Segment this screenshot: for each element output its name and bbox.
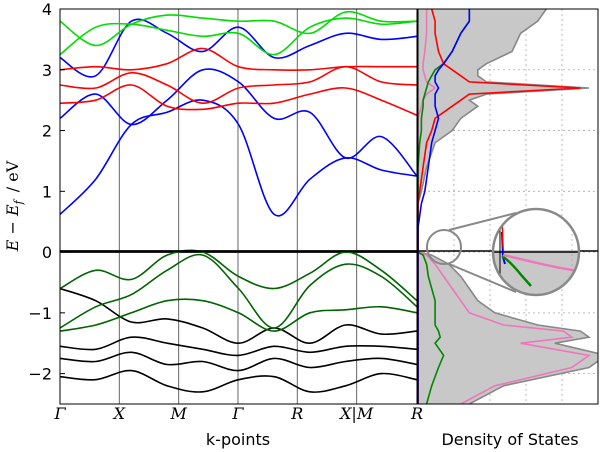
conduction-green-band-1: [60, 10, 417, 47]
dos-x-axis-label: Density of States: [441, 430, 578, 449]
zoom-connector-top: [448, 212, 517, 231]
dos-red-curve: [418, 9, 581, 404]
ytick-label-6: 4: [42, 0, 52, 19]
conduction-blue-band-0: [60, 99, 417, 217]
dos-green-curve: [418, 9, 471, 404]
kpoint-label-5: X|M: [338, 404, 374, 423]
ytick-label-3: 1: [42, 182, 52, 201]
inset-pink-curve: [502, 253, 579, 274]
ytick-label-4: 2: [42, 122, 52, 141]
zoom-inset-circle: [491, 207, 581, 297]
dos-pink-curve: [418, 9, 592, 404]
band-structure-panel: −2 −1 0 1 2 3 4 Γ X M Γ R X|M R k-points E − Ef / eV: [3, 0, 423, 449]
dos-curves: [418, 9, 598, 404]
dos-total-curve: [418, 9, 598, 404]
inset-green-curve: [501, 254, 532, 287]
density-of-states-panel: Density of States: [417, 8, 599, 449]
band-lines: [60, 10, 417, 393]
k-point-ticks: Γ X M Γ R X|M R: [53, 404, 423, 423]
valence-black-band-2: [60, 336, 417, 357]
dos-blue-curve: [418, 9, 471, 404]
zoom-connector-bottom: [448, 263, 517, 293]
dos-total-fill: [418, 9, 598, 404]
dos-plot-frame: [417, 8, 599, 405]
svg-text:E − Ef/ eV: E − Ef / eV: [3, 160, 25, 252]
y-axis-label-sub: f: [12, 198, 25, 205]
y-axis-label: E − Ef / eV: [3, 160, 25, 252]
kpoint-label-0: Γ: [53, 404, 66, 423]
kpoint-label-2: M: [169, 404, 187, 423]
conduction-red-band-2: [60, 47, 417, 71]
valence-black-band-3: [60, 351, 417, 372]
kpoint-separator-lines: [118, 9, 358, 404]
ytick-label-5: 3: [42, 61, 52, 80]
kpoint-label-4: R: [290, 404, 303, 423]
conduction-blue-band-2: [60, 18, 417, 78]
kpoint-label-3: Γ: [231, 404, 244, 423]
zoom-source-circle: [426, 229, 462, 265]
kpoint-label-6: R: [410, 404, 423, 423]
valence-green-band-2: [60, 298, 417, 332]
valence-green-band-0: [60, 249, 417, 302]
valence-green-band-1: [60, 253, 417, 329]
band-plot-frame: [59, 8, 418, 405]
conduction-blue-band-1: [60, 68, 417, 177]
conduction-green-band-0: [60, 17, 417, 56]
conduction-red-band-0: [60, 84, 417, 117]
y-axis-label-main: E − E: [3, 204, 22, 252]
y-axis-label-unit: / eV: [3, 160, 22, 192]
ytick-label-0: −2: [28, 365, 52, 384]
conduction-red-band-1: [60, 65, 417, 105]
valence-black-band-4: [60, 369, 417, 393]
kpoint-label-1: X: [112, 404, 126, 423]
ytick-label-2: 0: [42, 243, 52, 262]
y-axis-ticks: −2 −1 0 1 2 3 4: [28, 0, 65, 384]
x-axis-label: k-points: [206, 430, 270, 449]
ytick-label-1: −1: [28, 304, 52, 323]
